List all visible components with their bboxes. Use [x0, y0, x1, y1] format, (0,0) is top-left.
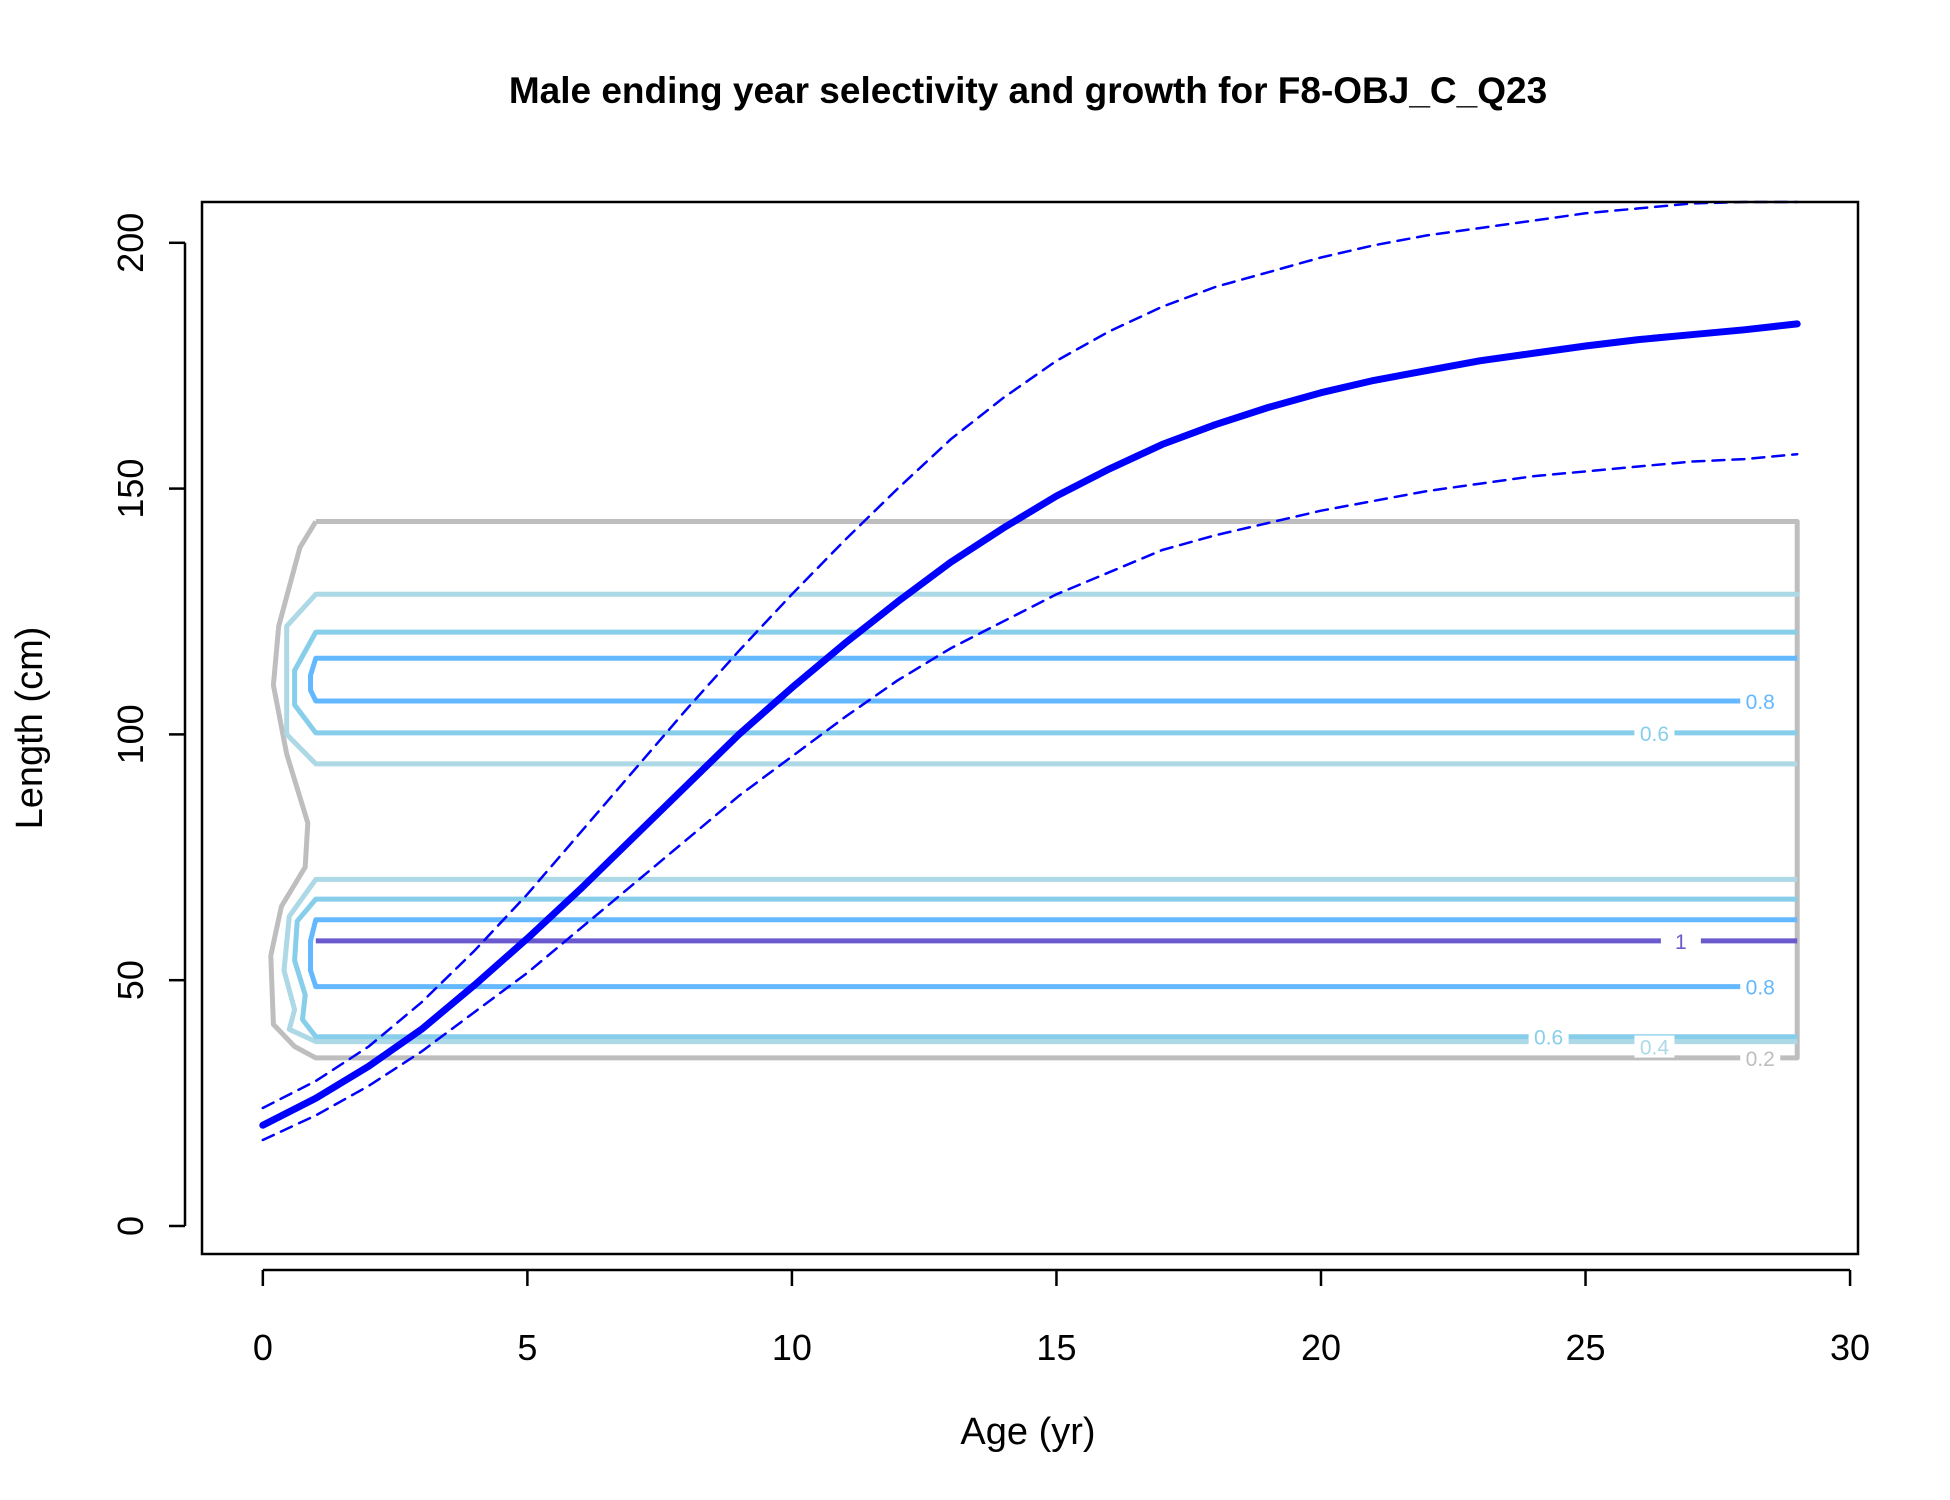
contour-label: 0.8: [1746, 691, 1775, 714]
x-tick-label: 15: [1036, 1327, 1076, 1368]
contour-label-gap: [1740, 975, 1781, 998]
y-tick-label: 100: [110, 704, 151, 764]
growth-upper-line: [261, 200, 1799, 1110]
plot-frame: [200, 200, 1860, 1256]
contour-label-gap: [1528, 1025, 1569, 1048]
growth-mean-line: [259, 320, 1801, 1129]
x-tick-label: 30: [1830, 1327, 1870, 1368]
contour-label: 0.4: [1640, 1037, 1670, 1060]
y-tick-label: 200: [110, 213, 151, 273]
x-tick-label: 10: [772, 1327, 812, 1368]
x-tick-label: 20: [1301, 1327, 1341, 1368]
growth-lower-line: [261, 452, 1799, 1142]
y-axis: 0 50 100 150 200: [110, 213, 187, 1236]
contour-label-gap: [1634, 1035, 1675, 1058]
y-axis-label: Length (cm): [9, 627, 51, 830]
contour-label-gap: [1634, 721, 1675, 744]
contour-line-0-6: [292, 629, 1798, 736]
contour-line-0-4: [281, 876, 1798, 1045]
contour-line-0-8: [308, 917, 1798, 990]
contour-label: 0.6: [1534, 1027, 1563, 1050]
contour-label-layer: 0.2 0.4 0.6 0.6 0.8 0.8 1: [1528, 689, 1781, 1071]
y-tick-label: 0: [110, 1216, 151, 1236]
x-tick-label: 0: [253, 1327, 273, 1368]
x-tick-label: 25: [1566, 1327, 1606, 1368]
contour-line-0-4: [284, 591, 1800, 767]
contour-label: 0.2: [1746, 1048, 1775, 1071]
y-tick-label: 50: [110, 960, 151, 1000]
chart-title: Male ending year selectivity and growth …: [509, 70, 1547, 111]
contour-label-gap: [1740, 1046, 1781, 1069]
contour-label: 0.6: [1640, 723, 1669, 746]
contour-label: 1: [1675, 931, 1687, 954]
x-axis-label: Age (yr): [960, 1411, 1095, 1453]
contour-label-gap: [1660, 929, 1701, 952]
contour-label-gap: [1740, 689, 1781, 712]
growth-layer: [259, 200, 1801, 1142]
y-tick-label: 150: [110, 459, 151, 519]
contour-line-0-8: [308, 655, 1798, 704]
contour-layer: [268, 519, 1800, 1061]
x-axis: 0 5 10 15 20 25 30: [253, 1268, 1870, 1368]
contour-line-0-2: [268, 519, 1800, 1061]
contour-label: 0.8: [1746, 977, 1775, 1000]
contour-line-0-6: [292, 896, 1798, 1040]
x-tick-label: 5: [517, 1327, 537, 1368]
